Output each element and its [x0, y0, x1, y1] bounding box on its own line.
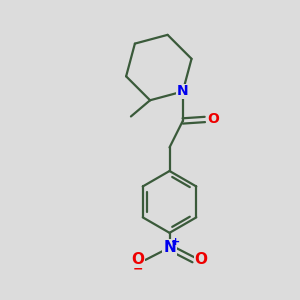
- Text: O: O: [207, 112, 219, 127]
- Text: O: O: [194, 252, 208, 267]
- Text: −: −: [133, 263, 143, 276]
- Text: O: O: [131, 252, 145, 267]
- Text: N: N: [177, 85, 189, 98]
- Text: N: N: [163, 240, 176, 255]
- Text: +: +: [171, 237, 180, 247]
